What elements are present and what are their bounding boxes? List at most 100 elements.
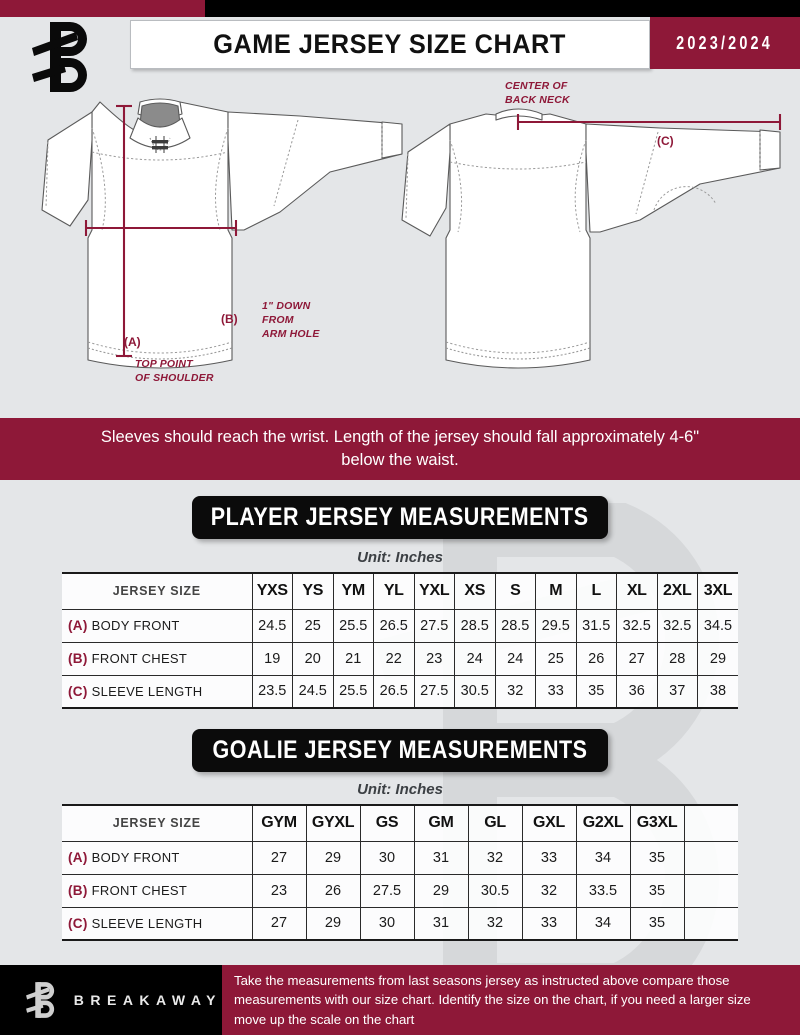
cell-measurement: 32.5 xyxy=(616,608,658,643)
cell-measurement: 38 xyxy=(697,674,738,709)
column-header-size: XL xyxy=(616,572,658,610)
column-header-size: XS xyxy=(454,572,496,610)
measure-line-c xyxy=(516,114,782,130)
cell-measurement: 34 xyxy=(575,906,631,941)
column-header-size: G3XL xyxy=(629,804,685,842)
player-section-title-text: PLAYER JERSEY MEASUREMENTS xyxy=(211,503,589,531)
season-label: 2023/2024 xyxy=(676,32,774,53)
cell-measurement: 27.5 xyxy=(413,674,455,709)
measurement-table: JERSEY SIZE GYM GYXL GS GM GL GXL G2XL G3XL (A) BO… xyxy=(62,804,738,941)
column-header-size: YXS xyxy=(251,572,293,610)
cell-measurement: 22 xyxy=(373,641,415,676)
cell-measurement: 24.5 xyxy=(292,674,334,709)
row-tag: (B) xyxy=(68,883,88,898)
cell-measurement: 26.5 xyxy=(373,608,415,643)
jersey-back-illustration xyxy=(401,108,782,369)
row-label: (A) BODY FRONT xyxy=(62,840,253,875)
row-tag: (A) xyxy=(68,618,88,633)
column-header-size: S xyxy=(494,572,536,610)
cell-measurement: 33 xyxy=(521,906,577,941)
column-header-size: GXL xyxy=(521,804,577,842)
footer-instructions-text: Take the measurements from last seasons … xyxy=(234,972,751,1027)
column-header-size: YM xyxy=(332,572,374,610)
measure-note-b: 1" DOWN FROM ARM HOLE xyxy=(262,300,320,340)
row-tag: (A) xyxy=(68,850,88,865)
cell-measurement: 29.5 xyxy=(535,608,577,643)
cell-measurement: 37 xyxy=(656,674,698,709)
cell-measurement: 31 xyxy=(413,840,469,875)
column-header-size: L xyxy=(575,572,617,610)
cell-measurement: 29 xyxy=(413,873,469,908)
cell-measurement: 30 xyxy=(359,906,415,941)
cell-measurement: 28.5 xyxy=(494,608,536,643)
column-header-size: GYXL xyxy=(305,804,361,842)
cell-measurement: 25 xyxy=(535,641,577,676)
row-label: (B) FRONT CHEST xyxy=(62,641,253,676)
cell-measurement: 33 xyxy=(521,840,577,875)
cell-measurement: 32 xyxy=(467,840,523,875)
cell-measurement: 26 xyxy=(305,873,361,908)
column-header-jersey-size: JERSEY SIZE xyxy=(62,804,253,842)
table-header-row: JERSEY SIZE GYM GYXL GS GM GL GXL G2XL G3XL xyxy=(62,804,738,842)
page-title-box: GAME JERSEY SIZE CHART xyxy=(130,20,650,69)
column-header-jersey-size: JERSEY SIZE xyxy=(62,572,253,610)
player-section-title: PLAYER JERSEY MEASUREMENTS xyxy=(192,496,608,539)
column-header-size: YXL xyxy=(413,572,455,610)
cell-blank xyxy=(683,873,738,908)
column-header-size: 2XL xyxy=(656,572,698,610)
cell-measurement: 25.5 xyxy=(332,608,374,643)
cell-measurement: 24 xyxy=(454,641,496,676)
cell-measurement: 27 xyxy=(251,840,307,875)
table-row: (B) FRONT CHEST 19 20 21 22 23 24 24 25 26 27 28 29 xyxy=(62,641,738,676)
goalie-unit-label: Unit: Inches xyxy=(357,781,443,798)
column-header-size: YS xyxy=(292,572,334,610)
cell-measurement: 21 xyxy=(332,641,374,676)
cell-measurement: 31.5 xyxy=(575,608,617,643)
goalie-section-title: GOALIE JERSEY MEASUREMENTS xyxy=(192,729,608,772)
table-row: (C) SLEEVE LENGTH 23.5 24.5 25.5 26.5 27.5 30.5… xyxy=(62,674,738,709)
cell-measurement: 26.5 xyxy=(373,674,415,709)
player-unit-label: Unit: Inches xyxy=(357,549,443,566)
row-tag: (B) xyxy=(68,651,88,666)
cell-measurement: 33.5 xyxy=(575,873,631,908)
cell-measurement: 29 xyxy=(305,840,361,875)
cell-measurement: 25.5 xyxy=(332,674,374,709)
measure-line-a xyxy=(116,104,132,358)
table-row: (B) FRONT CHEST 23 26 27.5 29 30.5 32 33.5 35 xyxy=(62,873,738,908)
table-header-row: JERSEY SIZE YXS YS YM YL YXL XS S M L XL 2XL 3XL xyxy=(62,572,738,610)
cell-measurement: 24.5 xyxy=(251,608,293,643)
table-row: (A) BODY FRONT 27 29 30 31 32 33 34 35 xyxy=(62,840,738,875)
column-header-size: GS xyxy=(359,804,415,842)
cell-measurement: 35 xyxy=(629,840,685,875)
cell-measurement: 27 xyxy=(616,641,658,676)
measure-label-a: (A) xyxy=(124,335,141,349)
cell-measurement: 29 xyxy=(305,906,361,941)
footer-brand-block: BREAKAWAY xyxy=(0,965,222,1035)
cell-measurement: 19 xyxy=(251,641,293,676)
player-measurements-table: JERSEY SIZE YXS YS YM YL YXL XS S M L XL 2XL 3XL (A) B… xyxy=(62,572,738,709)
column-header-blank xyxy=(683,804,738,842)
cell-measurement: 30.5 xyxy=(454,674,496,709)
cell-blank xyxy=(683,906,738,941)
measure-label-b: (B) xyxy=(221,312,238,326)
cell-measurement: 28 xyxy=(656,641,698,676)
column-header-size: 3XL xyxy=(697,572,738,610)
measure-line-b xyxy=(84,220,238,236)
cell-measurement: 27.5 xyxy=(359,873,415,908)
cell-measurement: 25 xyxy=(292,608,334,643)
footer-brand-name: BREAKAWAY xyxy=(73,992,222,1008)
cell-measurement: 31 xyxy=(413,906,469,941)
cell-measurement: 26 xyxy=(575,641,617,676)
cell-measurement: 34.5 xyxy=(697,608,738,643)
cell-measurement: 32 xyxy=(467,906,523,941)
brand-logo-icon xyxy=(32,22,87,92)
column-header-size: GL xyxy=(467,804,523,842)
cell-measurement: 30 xyxy=(359,840,415,875)
row-tag: (C) xyxy=(68,915,88,931)
cell-measurement: 30.5 xyxy=(467,873,523,908)
jersey-diagram-area: (B) 1" DOWN FROM ARM HOLE (A) TOP POINT OF … xyxy=(0,72,800,417)
cell-measurement: 24 xyxy=(494,641,536,676)
row-tag: (C) xyxy=(68,683,88,699)
page-title: GAME JERSEY SIZE CHART xyxy=(213,29,567,59)
